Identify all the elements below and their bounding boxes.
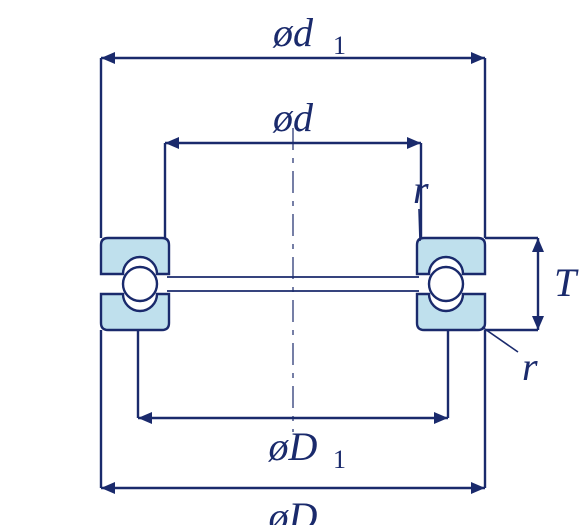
label-r-top: r [413, 167, 429, 212]
dim-d1-label: ød [272, 10, 314, 55]
dim-D-label: øD [268, 494, 318, 525]
dim-T-label: T [554, 260, 579, 305]
dim-D1-sub: 1 [333, 445, 346, 474]
ball-left [123, 267, 157, 301]
label-r-bot: r [522, 344, 538, 389]
dim-T: T [485, 238, 579, 330]
ball-right [429, 267, 463, 301]
dim-D1-label: øD [268, 424, 318, 469]
bearing-diagram: ød 1 ød r øD 1 øD Tr [0, 0, 587, 525]
dim-d-label: ød [272, 95, 314, 140]
dim-d1-sub: 1 [333, 31, 346, 60]
